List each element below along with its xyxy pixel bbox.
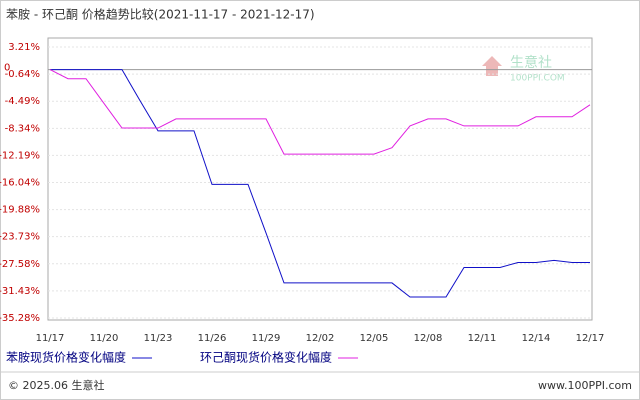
y-tick-label: -35.28% bbox=[0, 313, 40, 324]
x-tick-label: 11/23 bbox=[144, 333, 173, 344]
footer-copyright: © 2025.06 生意社 bbox=[8, 378, 104, 392]
y-tick-label: -19.88% bbox=[0, 205, 40, 216]
watermark-site: 100PPI.COM bbox=[510, 74, 565, 84]
x-tick-label: 11/26 bbox=[198, 333, 227, 344]
x-tick-label: 12/02 bbox=[306, 333, 335, 344]
x-tick-label: 12/17 bbox=[576, 333, 605, 344]
footer-site: www.100PPI.com bbox=[538, 379, 632, 392]
y-tick-label: -4.49% bbox=[5, 96, 40, 107]
x-tick-label: 12/14 bbox=[522, 333, 551, 344]
y-tick-label: -23.73% bbox=[0, 232, 40, 243]
x-tick-label: 12/05 bbox=[360, 333, 389, 344]
y-tick-label: -27.58% bbox=[0, 259, 40, 270]
legend-label: 环己酮现货价格变化幅度 bbox=[200, 350, 332, 365]
x-tick-label: 12/11 bbox=[468, 333, 497, 344]
legend-label: 苯胺现货价格变化幅度 bbox=[6, 350, 126, 365]
y-tick-label: -12.19% bbox=[0, 150, 40, 161]
x-tick-label: 11/29 bbox=[252, 333, 281, 344]
x-tick-label: 11/20 bbox=[90, 333, 119, 344]
y-tick-label: -31.43% bbox=[0, 286, 40, 297]
watermark: 生意社 100PPI.COM bbox=[482, 54, 565, 84]
x-tick-label: 12/08 bbox=[414, 333, 443, 344]
zero-label: 0 bbox=[4, 63, 10, 74]
x-tick-label: 11/17 bbox=[36, 333, 65, 344]
y-tick-label: -16.04% bbox=[0, 178, 40, 189]
y-tick-label: -8.34% bbox=[5, 123, 40, 134]
watermark-name: 生意社 bbox=[510, 54, 552, 71]
watermark-logo bbox=[482, 56, 502, 76]
y-tick-label: -0.64% bbox=[5, 69, 40, 80]
series-line bbox=[49, 69, 591, 155]
y-tick-label: 3.21% bbox=[8, 42, 40, 53]
plot-area bbox=[47, 37, 593, 321]
chart-title: 苯胺 - 环己酮 价格趋势比较(2021-11-17 - 2021-12-17) bbox=[6, 7, 315, 22]
series-line bbox=[50, 69, 590, 298]
